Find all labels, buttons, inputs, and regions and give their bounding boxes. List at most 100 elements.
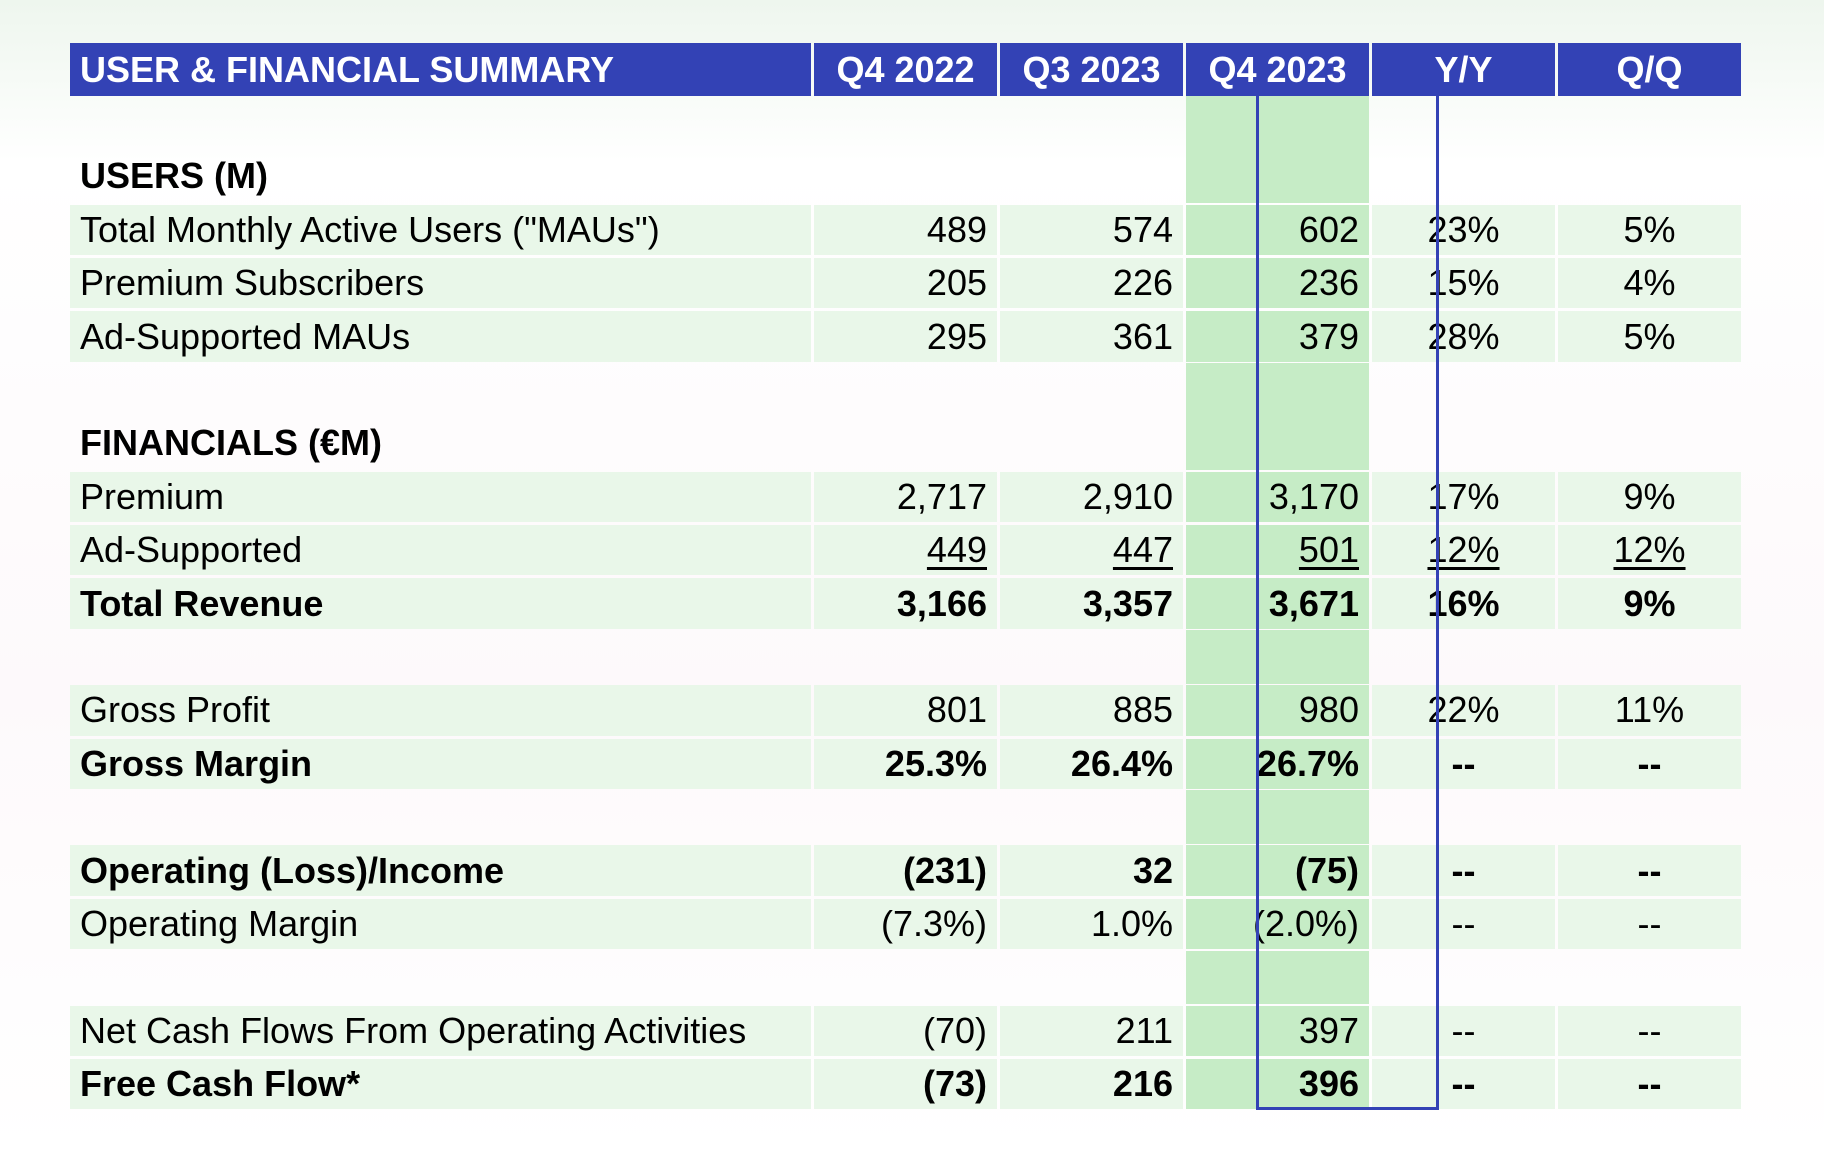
value-qq: --	[1558, 1005, 1741, 1056]
table-row: Operating Margin (7.3%) 1.0% (2.0%) -- -…	[70, 897, 1742, 950]
value-yy: 16%	[1372, 578, 1555, 629]
value-q4-2022: (70)	[814, 1005, 997, 1056]
table-header: USER & FINANCIAL SUMMARY Q4 2022 Q3 2023…	[70, 43, 1742, 97]
spacer-row	[70, 790, 1742, 844]
value-yy: --	[1372, 898, 1555, 950]
value-q3-2023: 216	[1000, 1058, 1183, 1110]
value-q3-2023: 885	[1000, 685, 1183, 736]
row-label: Ad-Supported MAUs	[70, 311, 811, 362]
value-yy: --	[1372, 845, 1555, 896]
value-q4-2022: 3,166	[814, 578, 997, 629]
value-q4-2022: 801	[814, 685, 997, 736]
col-header-q4-2022: Q4 2022	[814, 43, 997, 97]
row-label: Premium	[70, 471, 811, 523]
row-label: Free Cash Flow*	[70, 1058, 811, 1110]
table-row: Net Cash Flows From Operating Activities…	[70, 1004, 1742, 1057]
row-label: Operating Margin	[70, 898, 811, 950]
row-label: Operating (Loss)/Income	[70, 845, 811, 896]
row-label: Gross Margin	[70, 738, 811, 789]
value-q4-2022: 2,717	[814, 471, 997, 523]
table-row: Premium Subscribers 205 226 236 15% 4%	[70, 257, 1742, 310]
value-q3-2023: 2,910	[1000, 471, 1183, 523]
table-row: Ad-Supported 449 447 501 12% 12%	[70, 524, 1742, 577]
col-header-q3-2023: Q3 2023	[1000, 43, 1183, 97]
value-q4-2023: 501	[1298, 529, 1359, 571]
value-q4-2022: 489	[814, 204, 997, 256]
value-yy: 22%	[1372, 685, 1555, 736]
section-title: USERS (M)	[80, 155, 268, 197]
value-q4-2022: 205	[814, 258, 997, 309]
value-q3-2023: 211	[1000, 1005, 1183, 1056]
col-header-yy: Y/Y	[1372, 43, 1555, 97]
value-q4-2023: 3,170	[1186, 471, 1369, 523]
row-label: Net Cash Flows From Operating Activities	[70, 1005, 811, 1056]
value-q4-2023: 379	[1186, 311, 1369, 362]
value-yy: 15%	[1372, 258, 1555, 309]
value-qq: 5%	[1558, 311, 1741, 362]
value-q4-2023: 396	[1186, 1058, 1369, 1110]
value-yy: --	[1372, 1005, 1555, 1056]
value-q4-2023: 236	[1186, 258, 1369, 309]
spacer-row	[70, 950, 1742, 1005]
table-row: Ad-Supported MAUs 295 361 379 28% 5%	[70, 310, 1742, 363]
row-label: Ad-Supported	[70, 525, 811, 576]
spacer-row	[70, 96, 1742, 150]
spacer-row	[70, 363, 1742, 417]
row-label: Total Revenue	[70, 578, 811, 629]
value-q4-2023: (2.0%)	[1186, 898, 1369, 950]
value-qq: --	[1558, 845, 1741, 896]
value-q4-2023: 602	[1186, 204, 1369, 256]
value-q4-2022: (231)	[814, 845, 997, 896]
value-q4-2023: 397	[1186, 1005, 1369, 1056]
table-row: Premium 2,717 2,910 3,170 17% 9%	[70, 470, 1742, 523]
table-row: Free Cash Flow* (73) 216 396 -- --	[70, 1057, 1742, 1110]
value-q3-2023: 361	[1000, 311, 1183, 362]
summary-table: USER & FINANCIAL SUMMARY Q4 2022 Q3 2023…	[70, 43, 1742, 1111]
value-q4-2023: 26.7%	[1186, 738, 1369, 789]
value-yy: 17%	[1372, 471, 1555, 523]
col-header-q4-2023: Q4 2023	[1186, 43, 1369, 97]
value-q3-2023: 3,357	[1000, 578, 1183, 629]
value-q3-2023: 574	[1000, 204, 1183, 256]
value-q4-2022: 295	[814, 311, 997, 362]
value-q3-2023: 1.0%	[1000, 898, 1183, 950]
table-row: Gross Profit 801 885 980 22% 11%	[70, 684, 1742, 737]
value-qq: 9%	[1558, 578, 1741, 629]
value-q3-2023: 226	[1000, 258, 1183, 309]
value-qq: 5%	[1558, 204, 1741, 256]
value-yy: --	[1372, 738, 1555, 789]
value-q4-2023: (75)	[1186, 845, 1369, 896]
value-qq: 4%	[1558, 258, 1741, 309]
value-q3-2023: 26.4%	[1000, 738, 1183, 789]
value-qq: --	[1558, 898, 1741, 950]
table-row: Operating (Loss)/Income (231) 32 (75) --…	[70, 844, 1742, 897]
value-q4-2023: 980	[1186, 685, 1369, 736]
value-qq: 11%	[1558, 685, 1741, 736]
value-qq: --	[1558, 738, 1741, 789]
section-heading-users: USERS (M)	[70, 149, 1742, 204]
value-q3-2023: 32	[1000, 845, 1183, 896]
value-q4-2022: 449	[926, 529, 987, 571]
value-yy: 28%	[1372, 311, 1555, 362]
table-row: Total Revenue 3,166 3,357 3,671 16% 9%	[70, 577, 1742, 630]
value-yy: 12%	[1427, 529, 1500, 571]
table-row: Total Monthly Active Users ("MAUs") 489 …	[70, 203, 1742, 256]
row-label: Total Monthly Active Users ("MAUs")	[70, 204, 811, 256]
spacer-row	[70, 630, 1742, 684]
value-qq: --	[1558, 1058, 1741, 1110]
table-title: USER & FINANCIAL SUMMARY	[70, 43, 811, 97]
value-q4-2022: (7.3%)	[814, 898, 997, 950]
row-label: Gross Profit	[70, 685, 811, 736]
value-yy: 23%	[1372, 204, 1555, 256]
col-header-qq: Q/Q	[1558, 43, 1741, 97]
value-qq: 9%	[1558, 471, 1741, 523]
value-q4-2022: (73)	[814, 1058, 997, 1110]
section-title: FINANCIALS (€M)	[80, 422, 382, 464]
section-heading-financials: FINANCIALS (€M)	[70, 416, 1742, 471]
value-qq: 12%	[1613, 529, 1686, 571]
row-label: Premium Subscribers	[70, 258, 811, 309]
value-yy: --	[1372, 1058, 1555, 1110]
value-q3-2023: 447	[1112, 529, 1173, 571]
value-q4-2023: 3,671	[1186, 578, 1369, 629]
table-row: Gross Margin 25.3% 26.4% 26.7% -- --	[70, 737, 1742, 790]
